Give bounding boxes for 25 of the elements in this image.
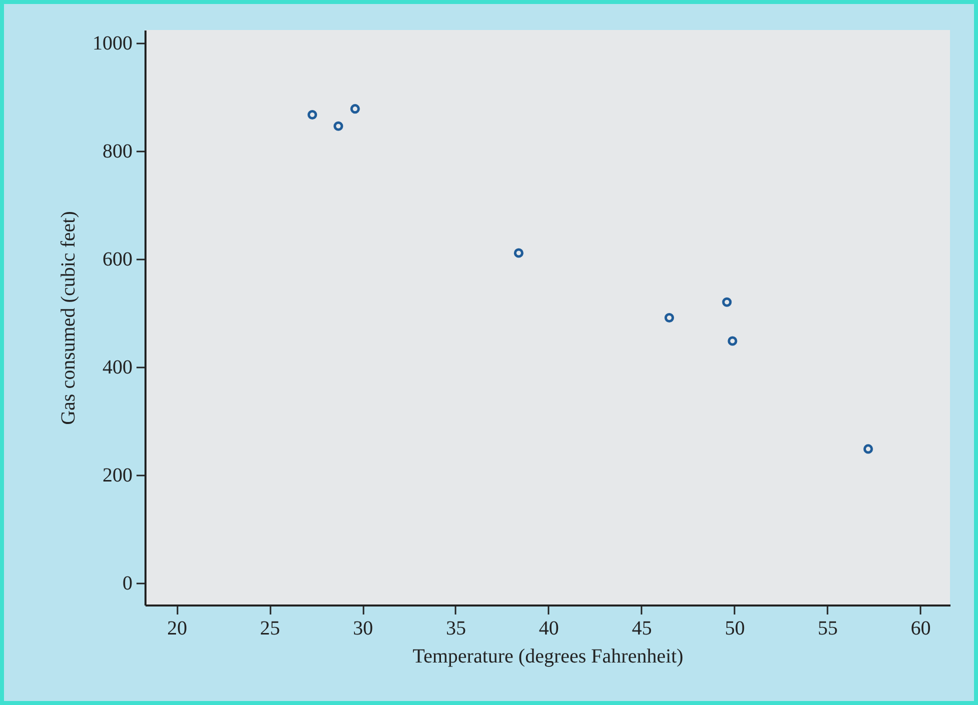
point [308,110,318,120]
x-axis-title: Temperature (degrees Fahrenheit) [412,646,684,668]
point [664,312,674,323]
x-tick-label: 25 [260,618,280,640]
x-tick-label: 30 [353,618,374,640]
x-tick-label: 35 [446,618,466,640]
y-tick-label: 400 [102,356,132,378]
point [334,121,344,131]
x-tick-label: 50 [724,618,745,640]
y-tick-label: 200 [102,464,132,486]
point [514,248,524,258]
point [728,336,738,346]
y-axis-title: Gas consumed (cubic feet) [58,211,80,425]
y-tick-label: 800 [102,140,132,162]
point [722,297,732,307]
y-tick-label: 0 [122,572,132,594]
x-tick-label: 20 [167,618,188,640]
point [350,104,360,114]
x-tick-label: 40 [538,618,559,640]
x-tick-label: 60 [910,618,931,640]
y-tick-label: 1000 [92,32,132,54]
point [863,444,873,454]
x-tick-label: 45 [632,618,652,640]
y-tick-label: 600 [102,248,132,270]
x-tick-label: 55 [818,618,838,640]
